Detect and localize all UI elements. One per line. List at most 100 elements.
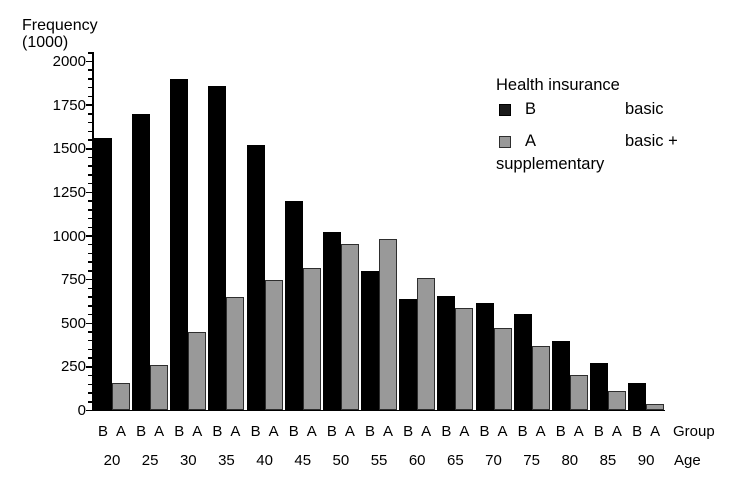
y-tick-label: 1750 [52,96,86,114]
bar-b-45 [284,201,303,411]
x-label-a-45: A [306,423,317,440]
y-minor-tick [88,287,93,290]
y-minor-tick [88,130,93,133]
x-label-age-50: 50 [332,452,350,469]
bar-a-85 [607,391,626,411]
x-label-age-70: 70 [485,452,502,469]
bar-b-85 [589,362,608,411]
x-label-b-40: B [250,423,261,440]
y-minor-tick [88,200,93,202]
y-minor-tick [88,357,93,359]
y-minor-tick [88,313,93,316]
y-major-tick [85,104,93,106]
x-label-b-55: B [365,423,376,440]
bar-b-50 [322,231,341,411]
y-tick-label: 750 [60,271,86,289]
bar-a-75 [531,345,550,411]
x-label-a-75: A [535,423,546,440]
legend-desc-a: basic + [625,132,678,150]
x-label-b-50: B [326,423,337,440]
bar-a-30 [188,331,207,411]
bar-b-60 [399,298,418,411]
y-major-tick [85,235,93,237]
x-label-age-25: 25 [141,452,159,469]
y-minor-tick [88,296,93,298]
y-minor-tick [88,156,93,159]
bar-a-50 [340,243,359,411]
x-label-age-40: 40 [256,452,273,469]
y-minor-tick [88,261,93,263]
y-minor-tick [88,113,93,115]
bar-a-25 [150,365,169,411]
y-axis-title: Frequency [22,17,98,34]
legend-swatch-a-icon [499,136,511,148]
y-minor-tick [88,331,93,333]
bar-a-80 [569,374,588,411]
bar-a-45 [302,268,321,411]
y-major-tick [85,278,93,281]
y-tick-label: 1500 [52,140,86,158]
legend-key-b: B [525,100,537,118]
y-major-tick [85,366,93,368]
bar-b-90 [628,382,647,411]
x-label-a-80: A [573,423,584,440]
x-label-b-60: B [403,423,414,440]
legend-desc-b: basic [625,100,664,118]
x-label-a-55: A [383,423,394,440]
bar-b-30 [170,78,189,411]
bar-a-20 [112,382,130,411]
x-label-b-35: B [212,423,223,440]
y-major-tick [85,409,93,412]
y-minor-tick [88,182,93,185]
x-label-a-65: A [459,423,470,440]
bar-a-65 [455,308,474,411]
y-minor-tick [88,392,93,394]
y-minor-tick [88,121,93,124]
bar-a-70 [493,327,512,411]
x-label-b-65: B [441,423,452,440]
y-axis-title-units: (1000) [22,34,69,51]
bar-b-80 [551,340,570,411]
y-minor-tick [88,139,93,141]
y-tick-label: 500 [60,314,86,332]
y-major-tick [85,322,93,324]
y-minor-tick [88,339,93,342]
y-axis-line [92,52,94,411]
y-major-tick [85,148,93,150]
y-minor-tick [88,86,93,89]
y-minor-tick [88,52,93,54]
bar-b-25 [132,113,151,411]
bar-b-65 [437,296,456,411]
x-label-age-90: 90 [637,452,655,469]
x-label-age-55: 55 [370,452,388,469]
x-label-a-50: A [344,423,355,440]
x-label-a-35: A [230,423,241,440]
y-minor-tick [88,165,93,167]
bar-b-35 [208,85,227,411]
y-minor-tick [88,209,93,211]
x-label-age-60: 60 [408,452,426,469]
x-label-age-75: 75 [523,452,540,469]
bar-a-35 [226,297,245,411]
x-label-age-85: 85 [599,452,617,469]
legend-desc-a-wrap: supplementary [496,155,605,173]
bar-a-40 [264,280,283,411]
x-label-b-70: B [479,423,490,440]
x-label-b-30: B [174,423,185,440]
y-minor-tick [88,305,93,307]
x-label-a-85: A [611,423,622,440]
x-label-b-20: B [97,423,108,440]
y-minor-tick [88,401,93,403]
bar-a-60 [417,277,436,411]
x-label-age-30: 30 [179,452,197,469]
age-row-label: Age [674,452,701,469]
x-label-a-30: A [192,423,203,440]
x-label-a-40: A [268,423,279,440]
x-label-b-90: B [632,423,643,440]
y-minor-tick [88,217,93,220]
x-label-age-20: 20 [103,452,121,469]
x-label-age-35: 35 [218,452,235,469]
x-label-age-65: 65 [447,452,464,469]
y-minor-tick [88,383,93,386]
